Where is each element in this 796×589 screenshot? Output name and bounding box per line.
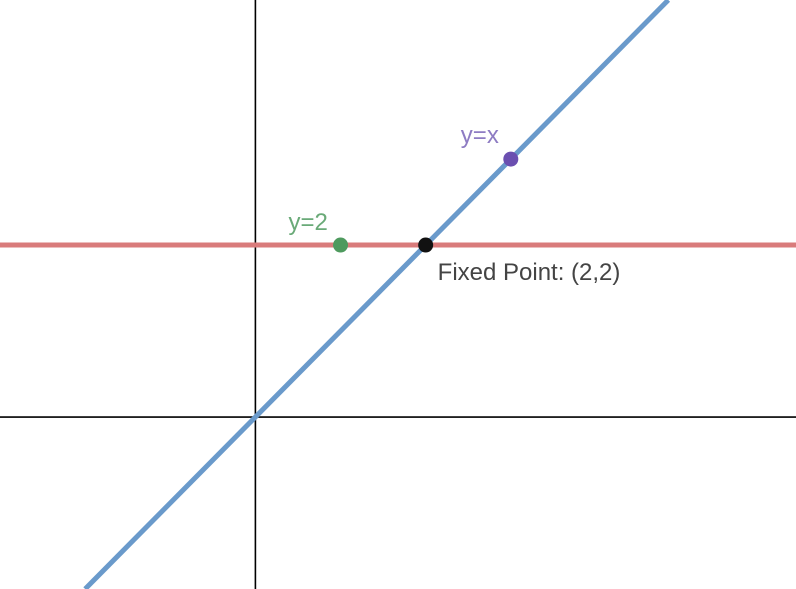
point-on-y-equals-2 bbox=[333, 237, 349, 253]
label-y-equals-x: y=x bbox=[461, 122, 499, 149]
label-y-equals-2: y=2 bbox=[289, 209, 328, 236]
fixed-point-marker bbox=[418, 237, 434, 253]
point-on-y-equals-x bbox=[503, 151, 519, 167]
series-line-y-equals-x bbox=[83, 0, 671, 589]
label-fixed-point: Fixed Point: (2,2) bbox=[438, 259, 621, 286]
